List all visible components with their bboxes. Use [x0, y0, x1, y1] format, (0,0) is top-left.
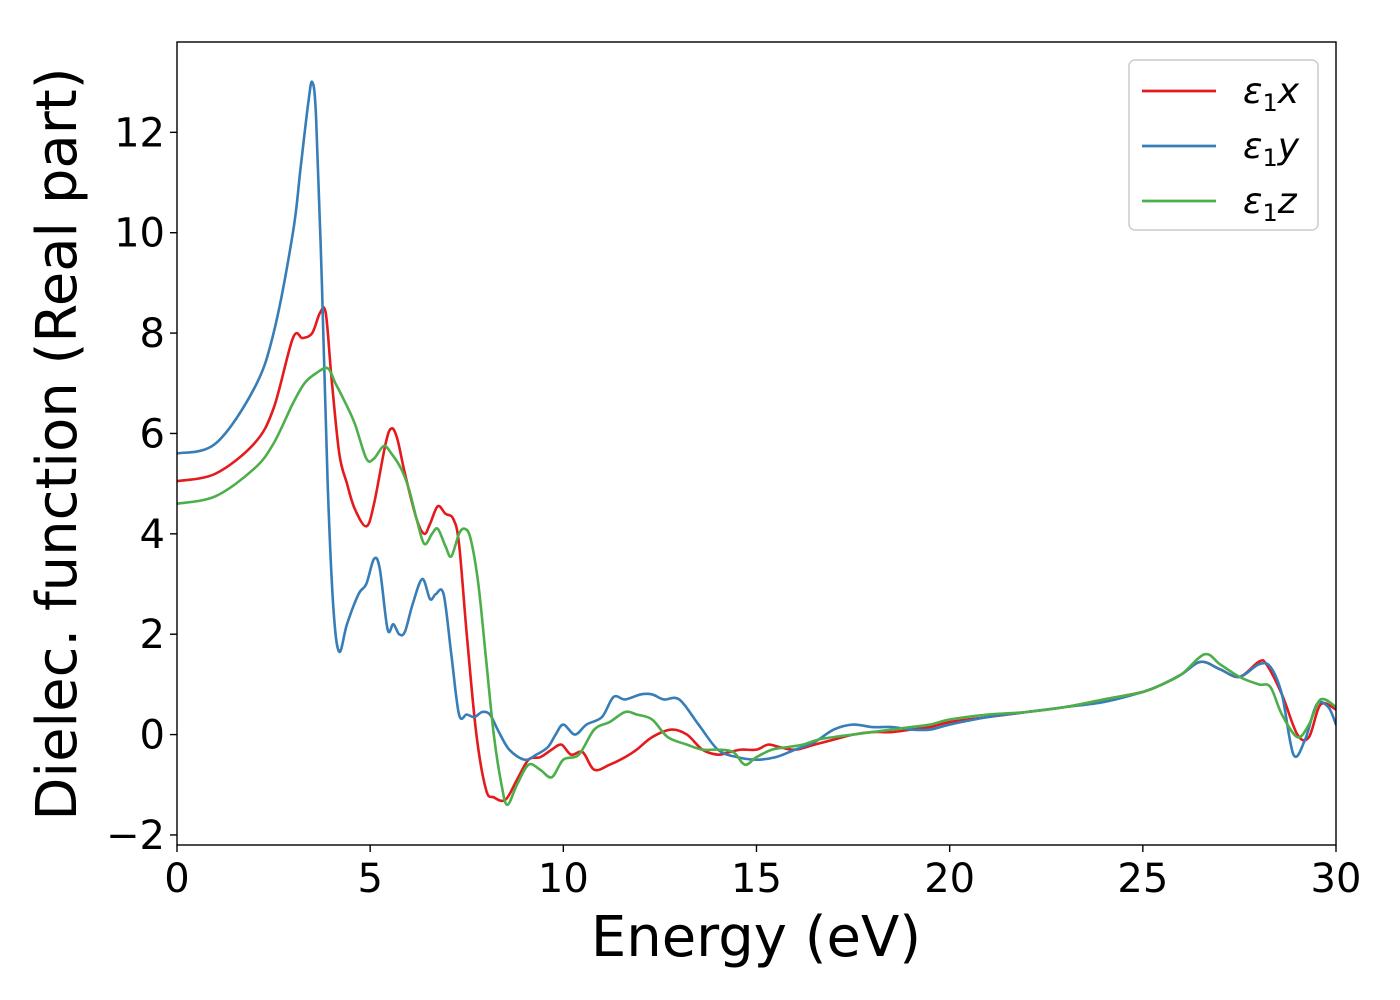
- y-tick-label: 4: [140, 512, 165, 558]
- series-layer: [177, 80, 1336, 807]
- x-tick-label: 30: [1311, 856, 1362, 902]
- x-tick-label: 25: [1117, 856, 1168, 902]
- legend: ε1x ε1y ε1z: [1128, 59, 1319, 231]
- x-tick-label: 15: [731, 856, 782, 902]
- y-tick-label: 12: [114, 110, 165, 156]
- x-tick-label: 20: [924, 856, 975, 902]
- series-line-z: [177, 366, 1336, 807]
- y-axis-ticks: −2 0 2 4 6 8 10 12: [106, 110, 177, 859]
- legend-label-y: ε1y: [1243, 126, 1300, 172]
- x-axis-ticks: 0 5 10 15 20 25 30: [164, 845, 1361, 902]
- y-tick-label: −2: [106, 813, 165, 859]
- y-tick-label: 6: [140, 411, 165, 457]
- legend-label-z: ε1z: [1243, 181, 1298, 227]
- y-tick-label: 8: [140, 311, 165, 357]
- y-tick-label: 2: [140, 612, 165, 658]
- x-axis-title: Energy (eV): [591, 905, 921, 970]
- y-tick-label: 10: [114, 211, 165, 257]
- legend-box: [1128, 59, 1319, 231]
- y-tick-label: 0: [140, 713, 165, 759]
- legend-label-x: ε1x: [1243, 71, 1300, 117]
- x-tick-label: 0: [164, 856, 189, 902]
- series-line-x: [177, 306, 1336, 803]
- x-tick-label: 10: [538, 856, 589, 902]
- series-line-y: [177, 80, 1336, 762]
- y-axis-title: Dielec. function (Real part): [25, 67, 90, 820]
- x-tick-label: 5: [357, 856, 382, 902]
